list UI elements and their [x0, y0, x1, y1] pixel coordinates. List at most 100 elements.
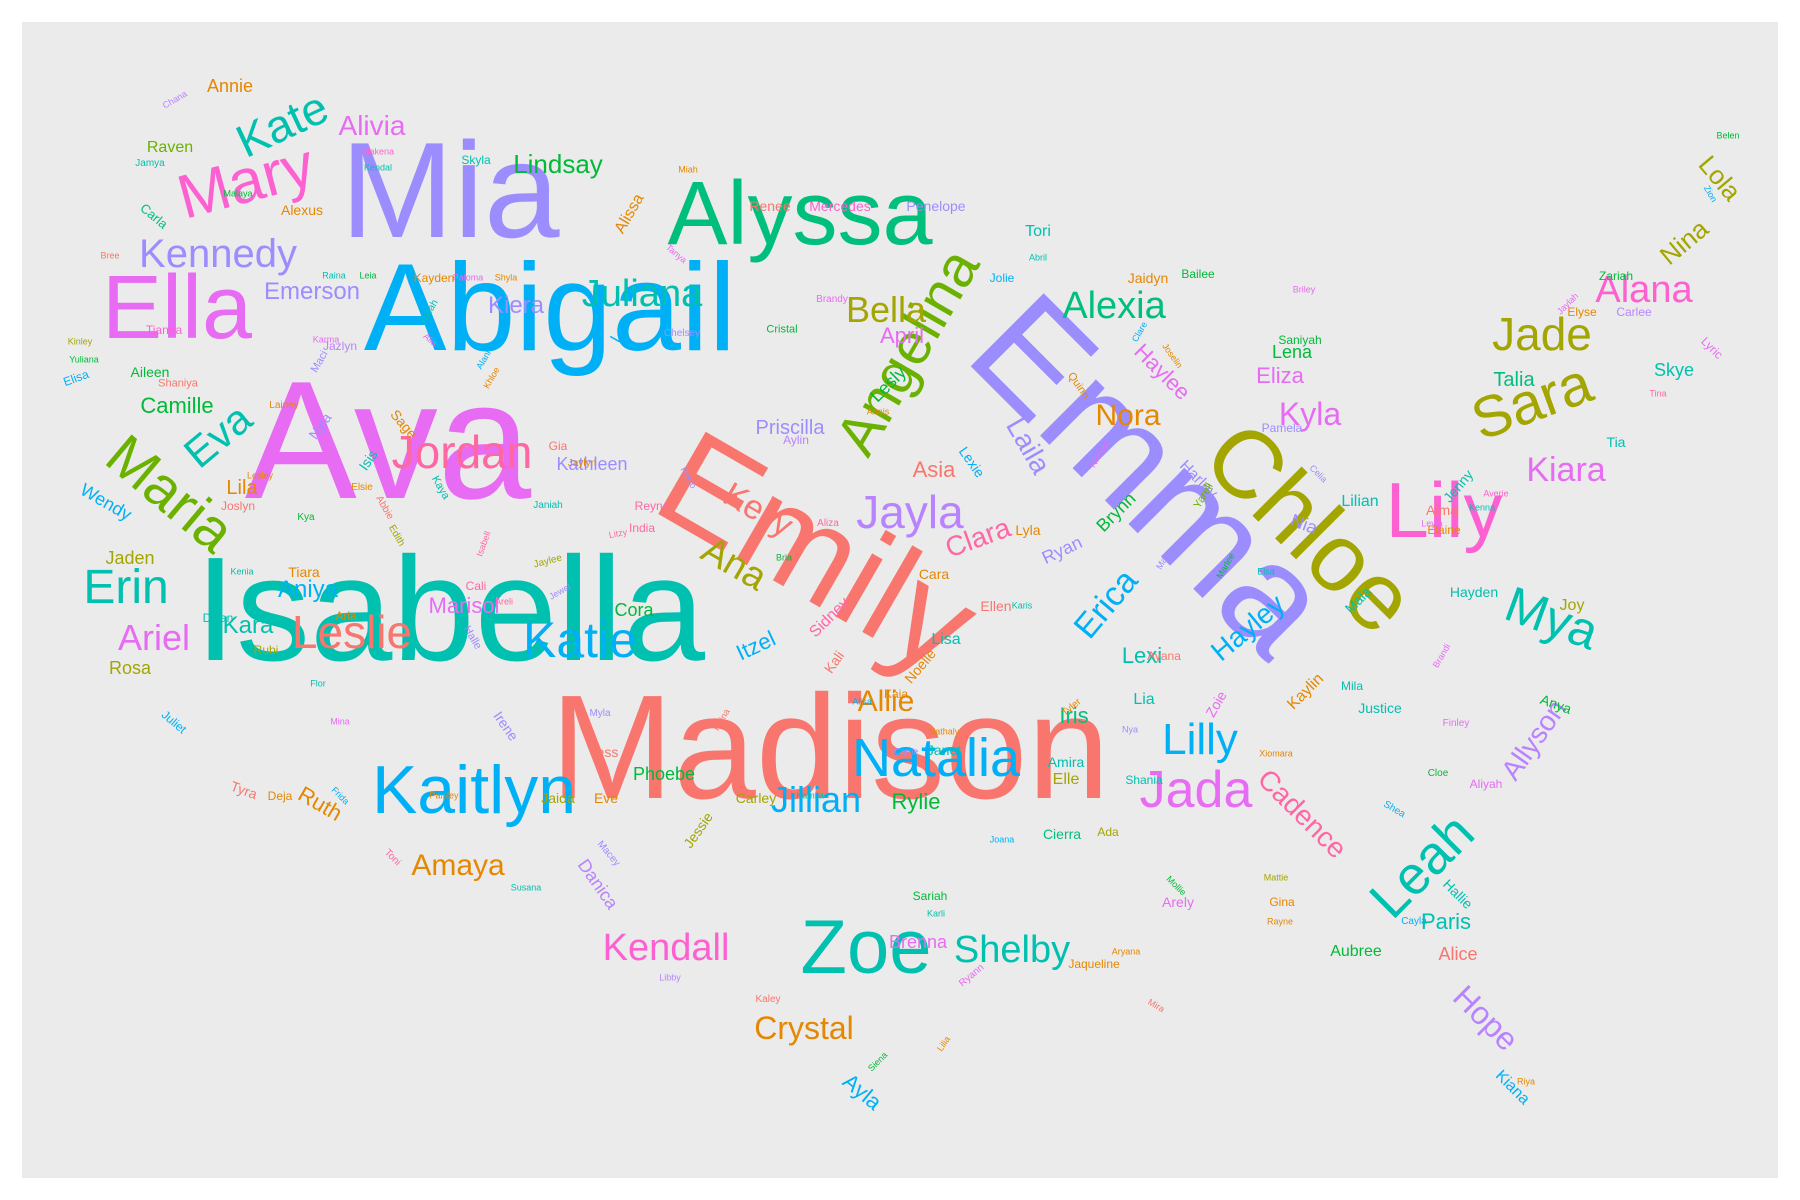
word: Skye: [1653, 360, 1695, 380]
word: Kiera: [487, 292, 545, 319]
word: Annie: [206, 76, 254, 96]
word: Jolie: [989, 271, 1015, 285]
word: Mattie: [1263, 872, 1289, 883]
word: Mira: [1146, 996, 1167, 1015]
word: Kinley: [67, 336, 93, 347]
word: Jordan: [391, 426, 533, 478]
word: Janet: [926, 742, 962, 758]
word: Reyna: [634, 499, 670, 513]
word: Myla: [589, 708, 611, 719]
word: Lesley: [246, 470, 274, 481]
word: Chana: [160, 88, 189, 111]
word: Crystal: [754, 1010, 854, 1046]
word: Siena: [865, 1049, 890, 1074]
word: Carley: [735, 790, 777, 806]
word: Ariel: [117, 617, 191, 658]
word: Nora: [1095, 399, 1161, 432]
word: Aryana: [1111, 946, 1141, 957]
word: Pamela: [1261, 421, 1303, 435]
word: Jayla: [856, 486, 964, 538]
word: Lainey: [269, 400, 299, 411]
word: Jazlyn: [322, 339, 358, 353]
word: Cayla: [1401, 916, 1427, 927]
word: Makena: [361, 146, 395, 157]
word: Lilian: [1341, 493, 1379, 510]
word: Joslyn: [220, 499, 256, 513]
word: Cara: [918, 566, 950, 582]
word: Lena: [1271, 342, 1313, 362]
word: Phoebe: [632, 764, 696, 784]
word: Rosa: [108, 658, 152, 678]
word: Kiara: [1526, 451, 1606, 489]
word: Shaniya: [158, 377, 198, 390]
word: Camille: [140, 393, 214, 418]
word: Cora: [614, 600, 654, 620]
word: Joana: [989, 834, 1015, 845]
word: Amaya: [411, 849, 505, 882]
word: Kendal: [363, 162, 393, 173]
word: Joy: [1559, 597, 1585, 614]
word: Kaley: [755, 994, 781, 1005]
word: Zoe: [800, 905, 932, 990]
word: Nathaly: [928, 726, 960, 737]
word: Abigail: [363, 239, 737, 377]
word: Erica: [1066, 562, 1146, 646]
word: Raina: [322, 270, 346, 281]
word: Briley: [1292, 284, 1316, 295]
word: Tess: [589, 744, 619, 760]
word: Yuliana: [69, 354, 99, 365]
word: Kiana: [1491, 1067, 1533, 1109]
word: Juliana: [581, 273, 703, 315]
word: Jillian: [770, 779, 862, 820]
word: Angelina: [822, 237, 993, 466]
word: Ava: [244, 346, 532, 534]
word: Flor: [310, 678, 326, 689]
word: Ayana: [1147, 649, 1181, 663]
word: Lexie: [955, 443, 989, 481]
word: Natalia: [851, 728, 1021, 788]
word: Deja: [267, 789, 293, 803]
word: Itzel: [732, 625, 780, 666]
word: Allie: [857, 685, 915, 718]
word: Eve: [593, 790, 619, 806]
word: Brandi: [1430, 641, 1453, 670]
word: Gina: [1269, 895, 1295, 909]
word: Aileen: [130, 364, 170, 380]
word: Nya: [1121, 724, 1139, 735]
word: Ella: [101, 258, 253, 358]
word: Elle: [1052, 771, 1080, 788]
word: Alana: [1595, 269, 1693, 311]
word: Kendall: [602, 927, 730, 969]
word: Leia: [359, 270, 377, 281]
word: Alissa: [611, 191, 648, 237]
word: Xiomara: [1259, 748, 1293, 759]
word: Jada: [1139, 761, 1253, 819]
word: Karli: [926, 908, 946, 919]
word: Tianna: [145, 323, 183, 337]
word: Shea: [1381, 798, 1408, 821]
word: Lexi: [1121, 643, 1163, 668]
word: Libby: [659, 972, 681, 983]
word: Carlee: [1616, 305, 1652, 319]
word: Malaya: [223, 188, 253, 199]
word: Chelsey: [663, 328, 701, 339]
word: Jaden: [105, 548, 155, 568]
word: Irene: [490, 708, 522, 744]
word: Aubree: [1330, 943, 1382, 960]
word: Elsie: [351, 482, 373, 493]
word: Alexia: [1062, 285, 1166, 327]
word: Lilly: [1162, 715, 1238, 764]
word: Hallie: [1439, 875, 1477, 913]
word: India: [628, 521, 656, 535]
word: Aria: [335, 609, 357, 623]
word: Carla: [137, 200, 171, 232]
word: Paisley: [429, 790, 459, 801]
word: Kennedy: [139, 232, 297, 276]
word: Averie: [1483, 488, 1509, 499]
word: Paris: [1420, 909, 1472, 934]
word: Mila: [1340, 679, 1364, 693]
word: Aylin: [783, 433, 809, 447]
word: Miah: [678, 164, 698, 175]
word: Cierra: [1042, 826, 1082, 842]
word: Priscilla: [755, 417, 825, 439]
